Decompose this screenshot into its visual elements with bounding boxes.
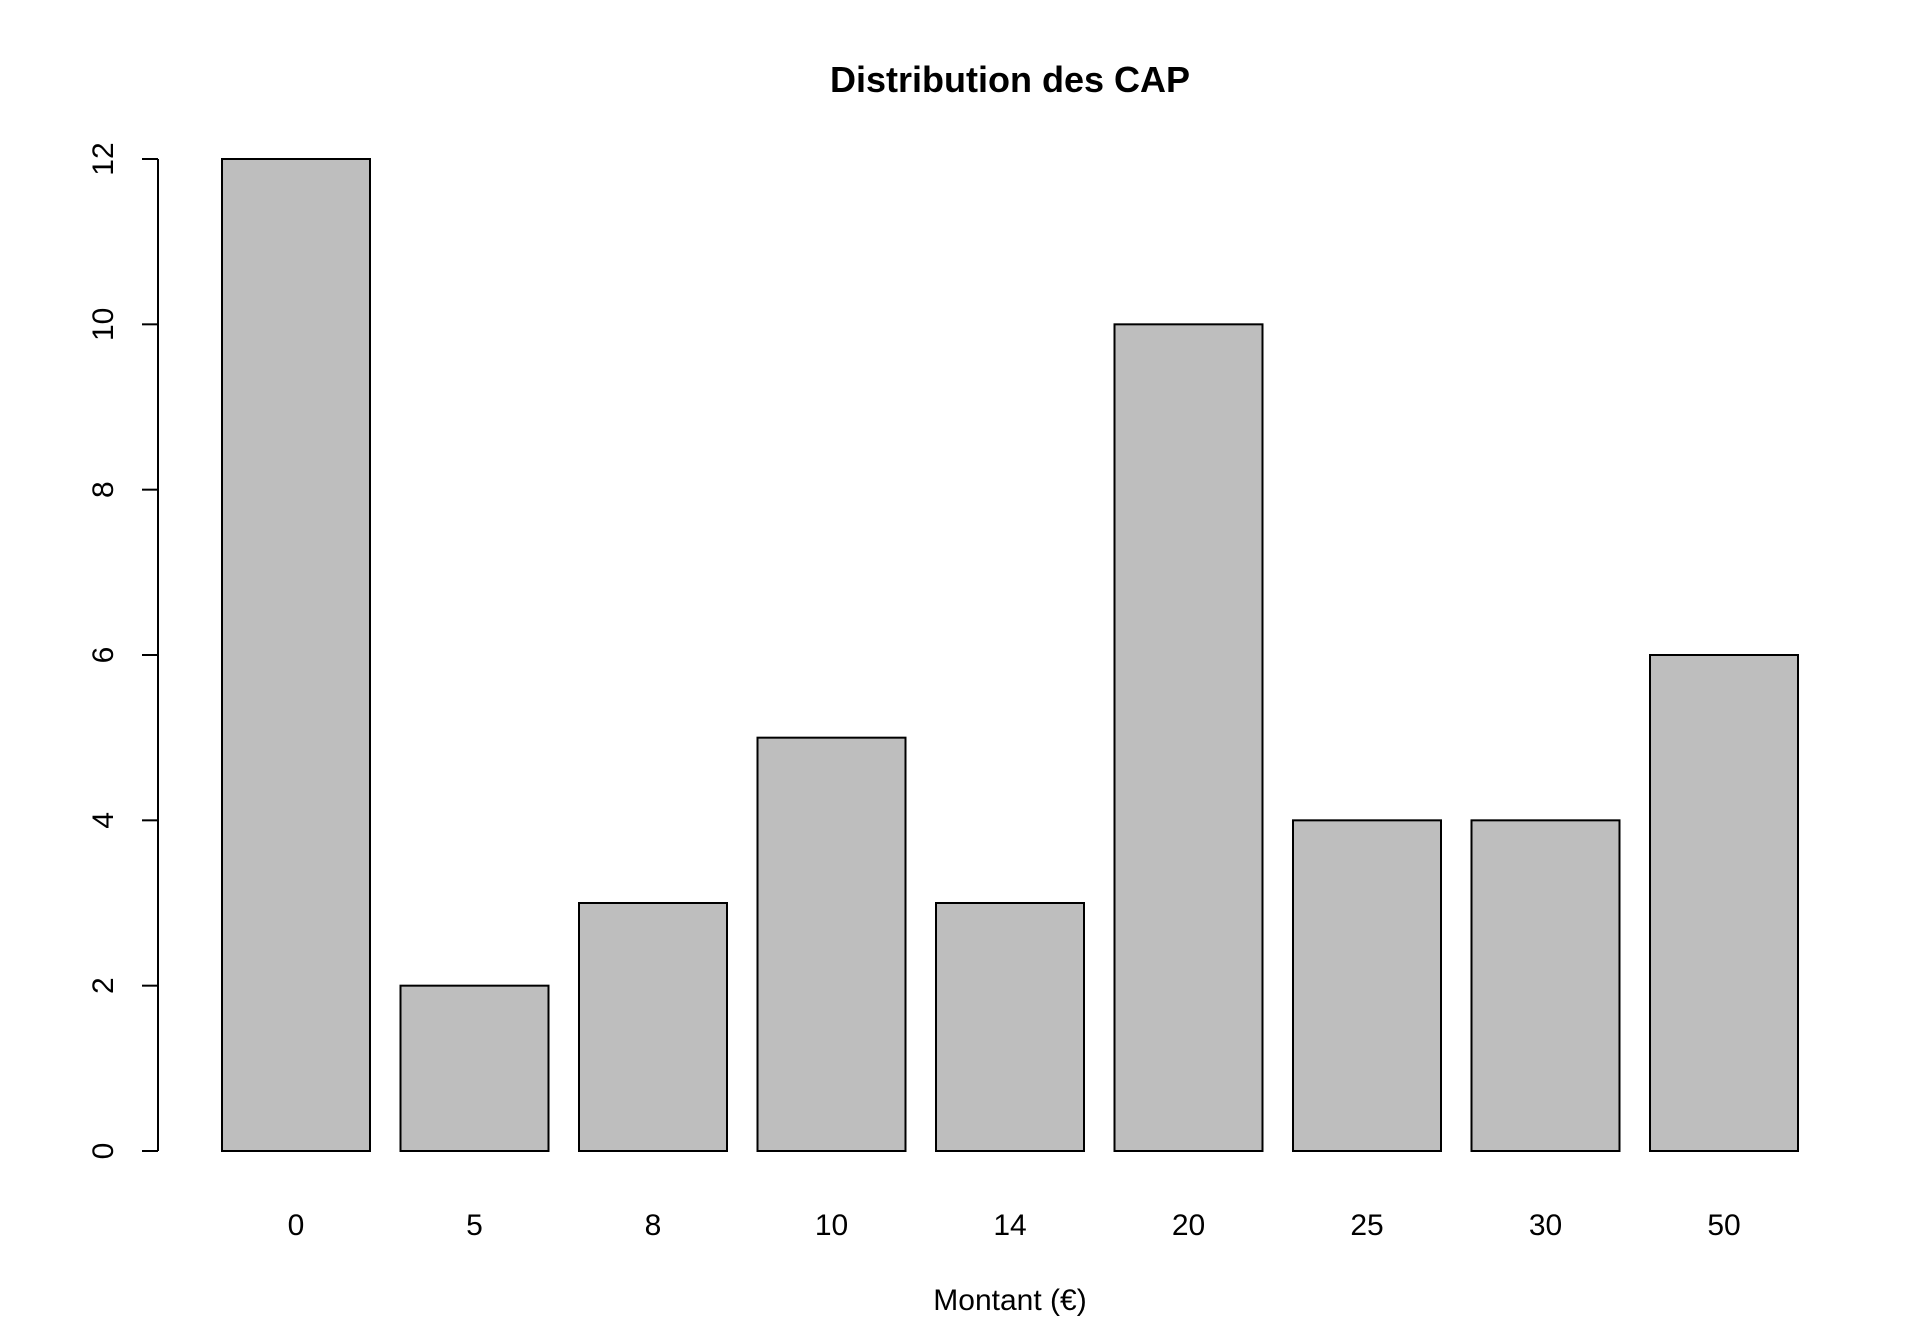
bar-20 bbox=[1113, 323, 1264, 1153]
bar-50 bbox=[1649, 654, 1799, 1152]
bar-30 bbox=[1470, 819, 1621, 1152]
x-tick-label: 5 bbox=[466, 1209, 483, 1242]
x-tick-label: 14 bbox=[993, 1209, 1026, 1242]
x-tick-label: 30 bbox=[1529, 1209, 1562, 1242]
x-tick-label: 8 bbox=[645, 1209, 662, 1242]
x-tick-label: 25 bbox=[1350, 1209, 1383, 1242]
bar-10 bbox=[756, 736, 907, 1153]
x-tick-labels: 0 5 8 10 14 20 25 30 50 bbox=[288, 1209, 1741, 1242]
y-axis: 0 2 4 6 8 10 12 bbox=[87, 142, 159, 1160]
y-tick-label: 0 bbox=[87, 1143, 120, 1160]
bar-5 bbox=[399, 984, 550, 1153]
y-tick-label: 12 bbox=[87, 142, 120, 175]
x-tick-label: 50 bbox=[1707, 1209, 1740, 1242]
bar-25 bbox=[1292, 819, 1442, 1152]
bar-8 bbox=[578, 902, 728, 1152]
x-tick-label: 20 bbox=[1172, 1209, 1205, 1242]
x-tick-label: 0 bbox=[288, 1209, 305, 1242]
y-tick-label: 6 bbox=[87, 647, 120, 664]
y-tick-label: 8 bbox=[87, 481, 120, 498]
bar-0 bbox=[221, 158, 371, 1152]
bar-14 bbox=[935, 902, 1085, 1152]
bars-group bbox=[221, 158, 1799, 1153]
y-tick-label: 2 bbox=[87, 977, 120, 994]
chart-title: Distribution des CAP bbox=[830, 59, 1190, 100]
x-tick-label: 10 bbox=[815, 1209, 848, 1242]
y-tick-label: 4 bbox=[87, 812, 120, 829]
x-axis-label: Montant (€) bbox=[933, 1284, 1086, 1317]
y-tick-label: 10 bbox=[87, 308, 120, 341]
